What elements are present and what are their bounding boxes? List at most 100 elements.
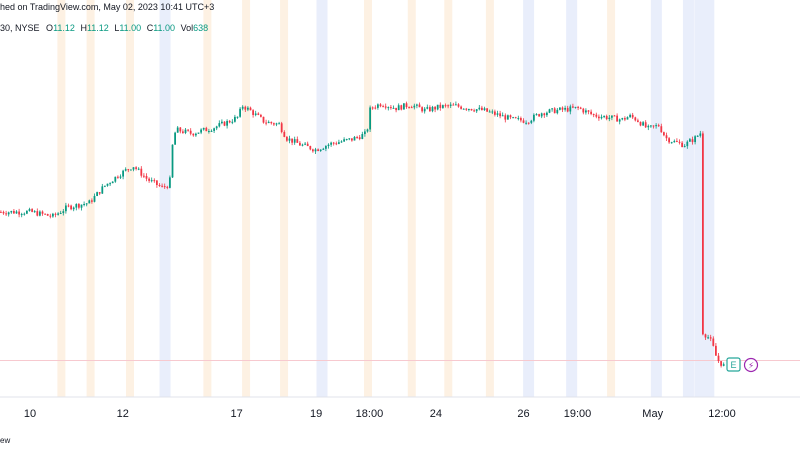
published-text: hed on TradingView.com, May 02, 2023 10:…	[0, 2, 214, 12]
candle-body-188	[488, 111, 491, 113]
candle-body-201	[522, 120, 525, 123]
candle-body-234	[608, 117, 611, 120]
candle-body-98	[254, 113, 257, 115]
time-axis-tick-0[interactable]: 10	[24, 408, 36, 420]
session-band-8	[363, 0, 372, 397]
candle-body-174	[452, 104, 455, 106]
candle-body-70	[182, 131, 184, 133]
candle-body-275	[715, 345, 717, 356]
candle-body-221	[574, 106, 577, 108]
candle-body-229	[595, 114, 598, 117]
candle-body-101	[262, 116, 265, 123]
time-axis-tick-3[interactable]: 19	[310, 408, 322, 420]
candle-body-165	[429, 107, 431, 112]
candle-body-263	[683, 146, 686, 148]
candle-body-266	[691, 139, 694, 143]
candle-body-238	[618, 119, 621, 122]
candle-body-32	[83, 204, 85, 206]
candle-body-6	[15, 211, 18, 214]
candle-body-243	[631, 114, 634, 118]
candle-body-11	[28, 209, 31, 211]
candle-body-171	[444, 105, 447, 107]
candle-body-16	[41, 211, 44, 214]
candle-body-89	[231, 121, 234, 123]
session-band-10	[444, 0, 453, 397]
candle-body-112	[291, 138, 293, 143]
candle-body-218	[566, 107, 569, 112]
candle-body-212	[551, 108, 553, 110]
candle-body-172	[447, 105, 449, 107]
candle-body-272	[707, 337, 709, 339]
candle-body-114	[296, 139, 299, 143]
session-band-5	[242, 0, 251, 397]
session-band-9	[407, 0, 416, 397]
brand-text: ew	[0, 436, 10, 445]
candle-body-71	[184, 129, 187, 133]
candle-body-185	[481, 107, 483, 111]
candle-body-72	[187, 129, 189, 131]
time-axis-tick-9[interactable]: 12:00	[708, 408, 736, 420]
time-axis-tick-1[interactable]: 12	[117, 408, 129, 420]
time-axis-tick-6[interactable]: 26	[517, 408, 529, 420]
candle-body-133	[345, 139, 348, 141]
candle-body-139	[361, 134, 364, 139]
session-band-11	[485, 0, 494, 397]
candle-body-1	[2, 211, 5, 214]
volume-value: 638	[193, 23, 208, 33]
session-band-4	[203, 0, 212, 397]
candle-body-126	[327, 144, 330, 147]
candle-body-46	[119, 176, 122, 178]
candle-body-79	[205, 127, 208, 132]
symbol-tail: 30, NYSE	[0, 23, 40, 33]
close-label: C	[147, 23, 154, 33]
candle-body-242	[629, 114, 631, 118]
candle-body-63	[163, 186, 166, 188]
candle-body-207	[538, 114, 540, 117]
candle-body-108	[280, 123, 283, 133]
time-axis-tick-8[interactable]: May	[642, 408, 663, 420]
candle-body-161	[418, 104, 421, 108]
earnings-marker[interactable]: E	[726, 357, 741, 372]
candle-body-115	[299, 142, 301, 146]
candle-body-51	[132, 167, 135, 170]
time-axis-tick-4[interactable]: 18:00	[356, 408, 384, 420]
candle-body-109	[283, 132, 286, 137]
candle-body-253	[657, 125, 660, 127]
time-axis-tick-2[interactable]: 17	[230, 408, 242, 420]
candle-body-152	[395, 107, 397, 111]
candle-body-2	[5, 213, 7, 215]
time-axis-tick-5[interactable]: 24	[430, 408, 442, 420]
session-band-6	[280, 0, 289, 397]
time-axis-tick-7[interactable]: 19:00	[564, 408, 592, 420]
candle-body-187	[486, 108, 488, 112]
candle-body-204	[530, 120, 533, 123]
candle-body-239	[621, 118, 624, 120]
candle-body-62	[161, 185, 163, 187]
candle-body-30	[78, 204, 80, 208]
close-value: 11.00	[153, 23, 175, 33]
time-axis[interactable]: 10 12 17 19 18:00 24 26 19:00 May 12:00	[0, 396, 800, 420]
candle-body-94	[244, 106, 247, 110]
candle-body-149	[387, 107, 390, 109]
session-band-1	[86, 0, 95, 397]
candle-body-254	[660, 126, 663, 133]
candles[interactable]	[0, 101, 725, 368]
candle-body-44	[114, 176, 117, 182]
candle-body-163	[423, 108, 426, 112]
candle-body-206	[535, 114, 538, 116]
dividend-marker-circle	[743, 357, 759, 373]
candle-body-214	[556, 109, 559, 114]
candle-body-57	[148, 178, 150, 181]
candle-body-69	[179, 127, 182, 132]
candle-body-225	[585, 110, 587, 113]
candle-body-166	[431, 106, 434, 112]
session-band-7	[316, 0, 328, 397]
dividend-marker[interactable]: ⚡	[743, 357, 759, 373]
candle-body-144	[374, 107, 377, 109]
candle-body-148	[384, 106, 387, 108]
candle-body-277	[720, 361, 722, 366]
candle-body-38	[98, 192, 101, 194]
session-band-12	[523, 0, 535, 397]
candle-body-267	[694, 136, 696, 143]
